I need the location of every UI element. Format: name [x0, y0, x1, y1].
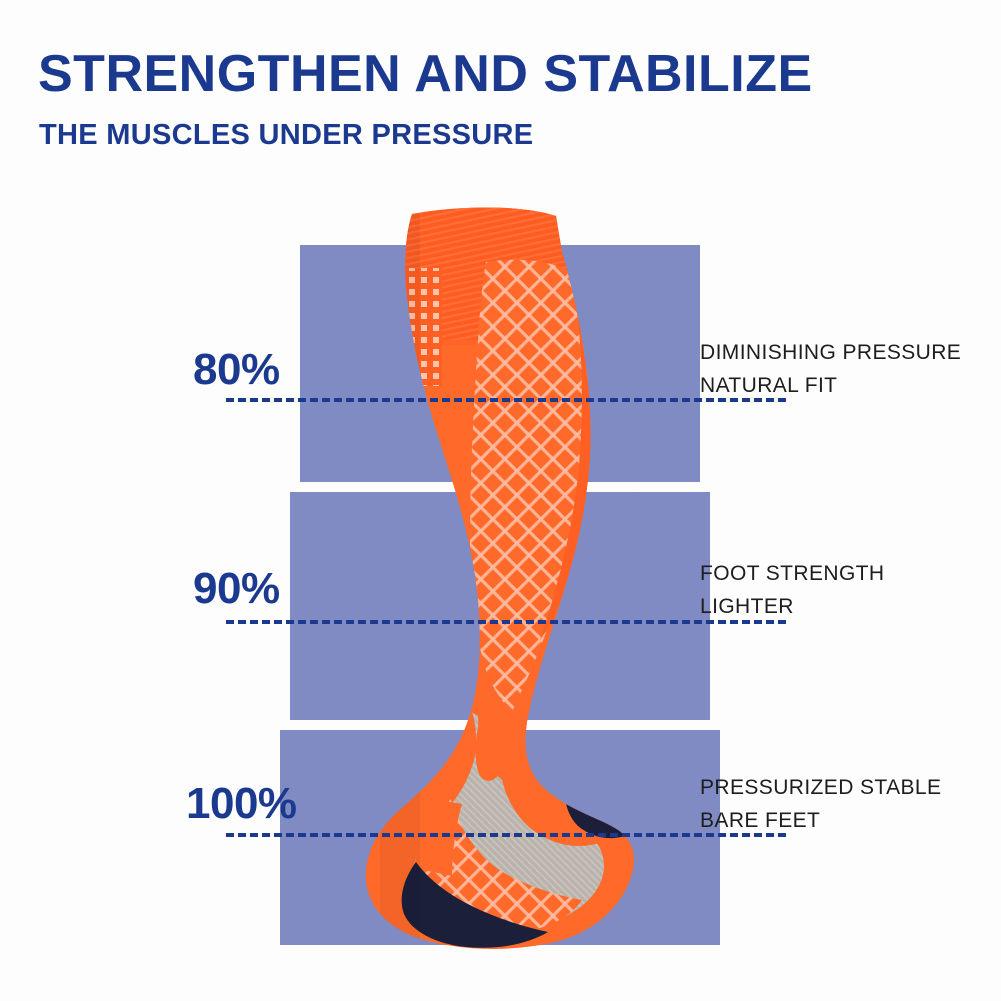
callout-80-line-1: DIMINISHING PRESSURE [700, 341, 962, 364]
pressure-band-80-shape [344, 245, 632, 482]
callout-100-line-2: BARE FEET [700, 808, 821, 832]
percent-label-90: 90% [193, 564, 280, 613]
page-title: STRENGTHEN AND STABILIZE [38, 45, 813, 103]
callout-90: FOOT STRENGTH LIGHTER [700, 558, 884, 623]
percent-label-100: 100% [186, 779, 297, 828]
callout-100-line-1: PRESSURIZED STABLE [700, 776, 942, 799]
pressure-band-100 [280, 730, 720, 945]
callout-90-line-2: LIGHTER [700, 594, 794, 618]
pressure-band-90 [290, 492, 710, 720]
leader-line-100 [226, 833, 786, 837]
pressure-band-80 [300, 245, 700, 482]
callout-80: DIMINISHING PRESSURE NATURAL FIT [700, 337, 961, 402]
percent-label-80: 80% [193, 345, 280, 394]
leader-line-90 [226, 620, 786, 624]
pressure-band-100-shape [288, 730, 687, 945]
callout-100: PRESSURIZED STABLE BARE FEET [700, 772, 941, 837]
leader-line-80 [226, 398, 786, 402]
callout-90-line-1: FOOT STRENGTH [700, 562, 885, 585]
pressure-band-90-shape [317, 492, 660, 720]
page-subtitle: THE MUSCLES UNDER PRESSURE [39, 119, 534, 151]
callout-80-line-2: NATURAL FIT [700, 373, 838, 397]
